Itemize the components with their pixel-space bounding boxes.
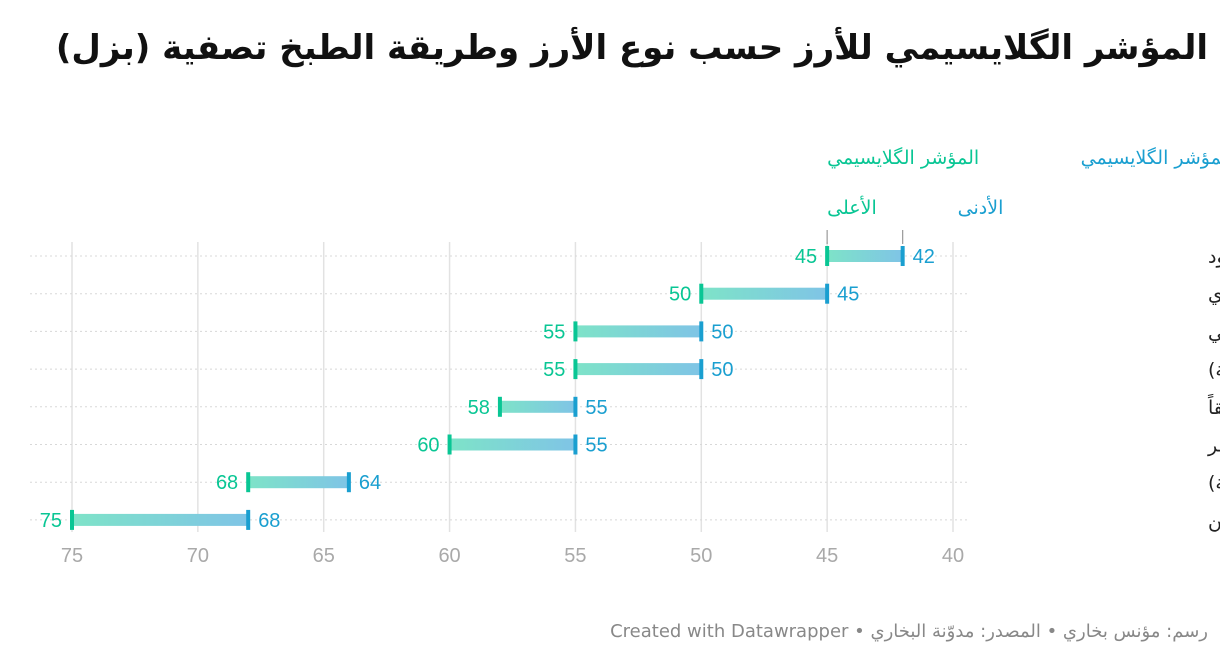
x-tick-label: 70 <box>187 545 209 567</box>
range-bar <box>499 400 576 413</box>
low-value-label: 50 <box>711 321 733 343</box>
high-value-label: 58 <box>468 397 490 419</box>
chart-title: المؤشر الگلايسيمي للأرز حسب نوع الأرز وط… <box>55 28 1208 68</box>
low-marker <box>825 283 830 304</box>
x-tick-label: 65 <box>313 545 335 567</box>
range-bar <box>575 363 702 376</box>
range-bar <box>827 250 903 262</box>
legend-high-line1: المؤشر الگلايسيمي <box>827 146 979 169</box>
x-tick-label: 55 <box>564 545 586 567</box>
range-bar <box>449 438 576 451</box>
high-marker <box>573 359 578 380</box>
chart-row: 50 45 الأرز البري <box>30 283 1220 306</box>
low-value-label: 55 <box>585 397 607 419</box>
x-tick-label: 50 <box>690 545 712 567</box>
x-tick-label: 45 <box>816 545 838 567</box>
high-value-label: 45 <box>795 246 817 268</box>
chart-row: 58 55 الأرز المسلوق مسبقاً <box>30 394 1220 419</box>
row-label: الأرز الأسود <box>1208 245 1220 268</box>
range-bar <box>575 325 702 338</box>
low-marker <box>699 321 704 342</box>
legend-low-line2: الأدنى <box>958 196 1004 219</box>
low-marker <box>573 434 578 455</box>
high-value-label: 60 <box>417 435 439 457</box>
high-marker <box>699 283 704 304</box>
high-marker <box>573 321 578 342</box>
low-value-label: 50 <box>711 359 733 381</box>
low-value-label: 64 <box>359 472 381 494</box>
legend-low-line1: المؤشر الگلايسيمي <box>1081 146 1220 169</box>
high-marker <box>246 472 251 493</box>
low-value-label: 42 <box>913 246 935 268</box>
high-marker <box>825 246 830 266</box>
high-value-label: 50 <box>669 284 691 306</box>
legend-high-line2: الأعلى <box>827 196 877 219</box>
chart-row: 60 55 الأرز الأحمر <box>30 434 1220 457</box>
high-value-label: 75 <box>40 510 62 532</box>
x-tick-label: 75 <box>61 545 83 567</box>
low-marker <box>246 509 251 530</box>
chart-footer: رسم: مؤنس بخاري • المصدر: مدوّنة البخاري… <box>610 621 1208 642</box>
range-bar <box>701 287 828 300</box>
chart-row: 45 42 الأرز الأسود <box>30 245 1220 268</box>
low-marker <box>900 246 905 266</box>
high-marker <box>497 396 502 417</box>
high-value-label: 55 <box>543 321 565 343</box>
x-tick-label: 60 <box>438 545 460 567</box>
chart-row: 68 64 الأرز الأبيض (حبة طويلة) <box>30 471 1220 494</box>
row-label: الأرز البني (حبة طويلة) <box>1208 358 1220 381</box>
chart-row: 55 50 أرز البسمتي <box>30 319 1220 343</box>
x-tick-label: 40 <box>942 545 964 567</box>
row-label: الأرز البري <box>1208 283 1220 306</box>
low-marker <box>346 472 351 493</box>
row-label: الأرز الأبيض (حبة طويلة) <box>1208 471 1220 494</box>
low-marker <box>573 396 578 417</box>
low-value-label: 68 <box>258 510 280 532</box>
high-marker <box>70 509 74 530</box>
chart-row: 75 68 أرز الياسمين <box>30 508 1220 532</box>
row-label: أرز الياسمين <box>1208 508 1220 532</box>
row-label: الأرز الأحمر <box>1207 434 1220 457</box>
high-marker <box>447 434 452 455</box>
high-value-label: 55 <box>543 359 565 381</box>
low-value-label: 45 <box>837 284 859 306</box>
row-label: أرز البسمتي <box>1208 319 1220 343</box>
low-marker <box>699 359 704 380</box>
row-label: الأرز المسلوق مسبقاً <box>1208 394 1220 419</box>
high-value-label: 68 <box>216 472 238 494</box>
range-bar <box>248 476 349 489</box>
chart-row: 55 50 الأرز البني (حبة طويلة) <box>30 358 1220 381</box>
low-value-label: 55 <box>585 435 607 457</box>
range-bar <box>72 513 249 526</box>
